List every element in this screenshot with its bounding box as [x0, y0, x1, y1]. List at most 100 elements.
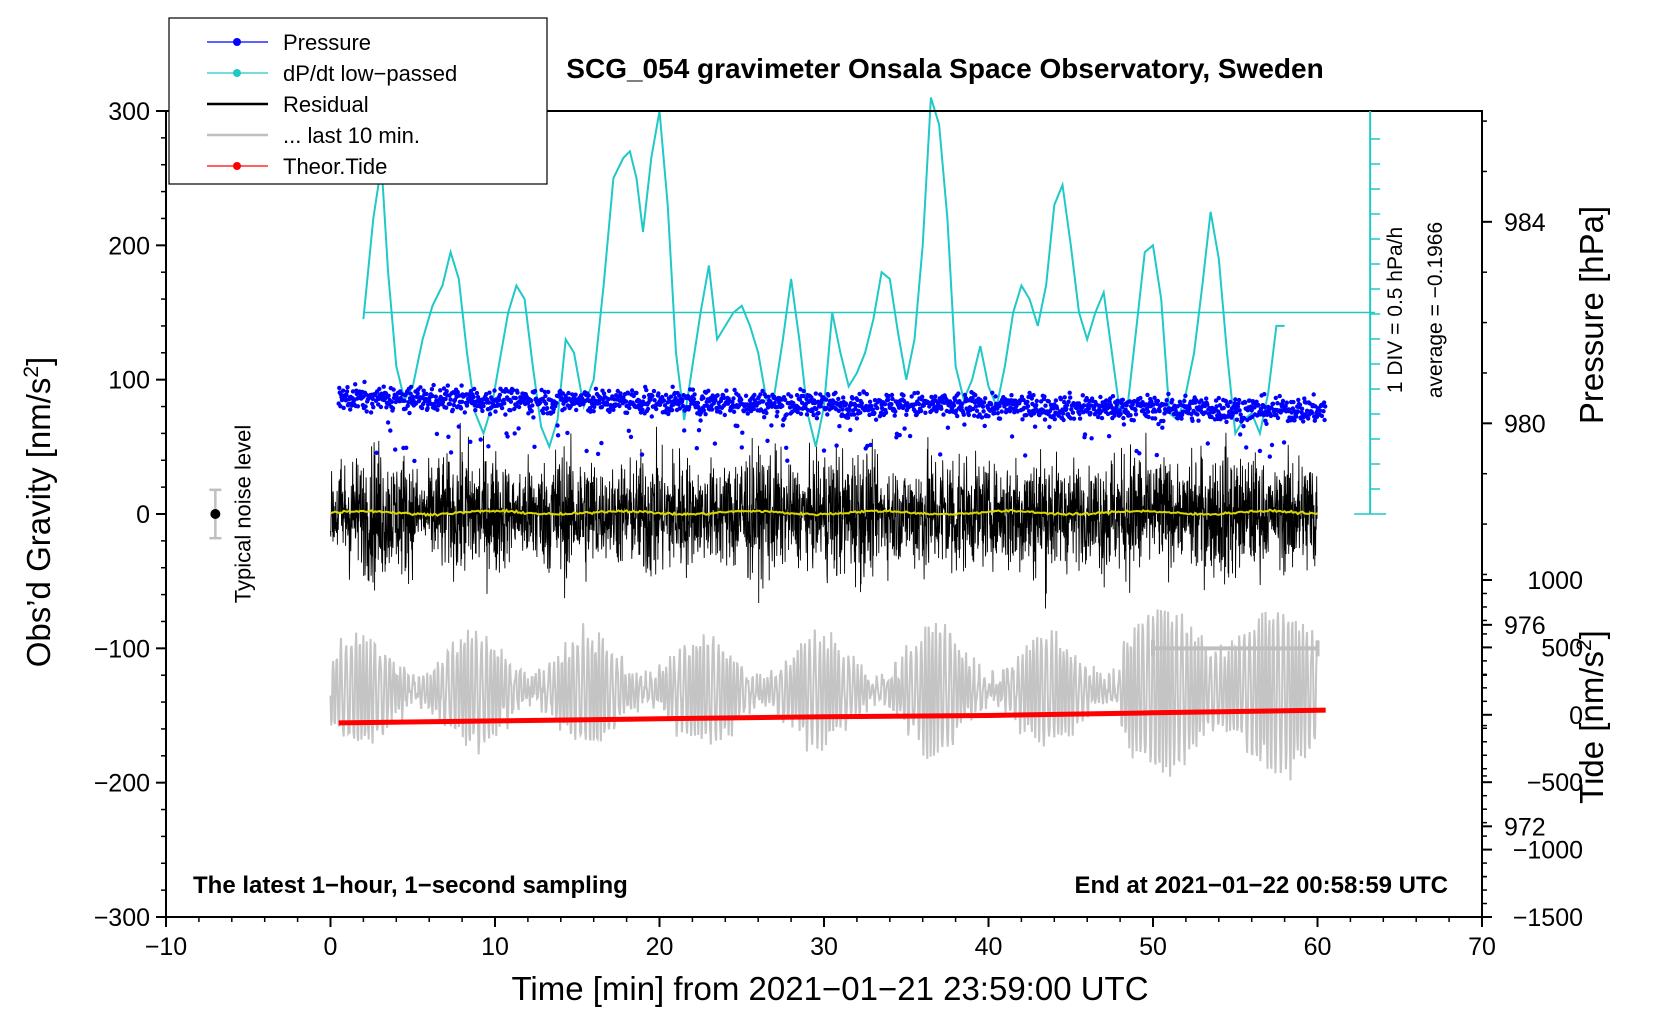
pressure-point — [864, 391, 869, 397]
pressure-point — [724, 388, 729, 393]
pressure-point — [510, 387, 516, 393]
pressure-point — [444, 389, 449, 394]
pressure-point — [1009, 434, 1015, 439]
pressure-point — [712, 441, 718, 446]
pressure-point — [543, 401, 549, 406]
pressure-point — [1216, 395, 1222, 401]
pressure-point — [542, 389, 548, 395]
pressure-point — [758, 392, 763, 397]
pressure-point — [1107, 399, 1112, 405]
pressure-point — [418, 385, 423, 390]
pressure-point — [868, 442, 873, 448]
pressure-point — [695, 400, 701, 406]
dpdt-series — [362, 97, 1285, 450]
pressure-point — [889, 402, 894, 407]
pressure-point — [897, 432, 902, 438]
pressure-point — [1304, 408, 1310, 413]
pressure-point — [433, 394, 438, 399]
pressure-point — [353, 382, 358, 387]
pressure-point — [1232, 401, 1237, 406]
pressure-point — [961, 412, 966, 417]
pressure-point — [855, 397, 860, 403]
pressure-point — [941, 412, 946, 417]
pressure-point — [645, 406, 651, 412]
pressure-point — [821, 448, 827, 453]
pressure-point — [605, 402, 610, 407]
pressure-point — [1008, 405, 1013, 410]
pressure-point — [471, 394, 476, 400]
pressure-point — [1031, 393, 1036, 398]
pressure-point — [1046, 399, 1052, 404]
pressure-point — [472, 386, 477, 392]
pressure-point — [1241, 415, 1247, 421]
x-axis: −10 0 10 20 30 40 50 60 70 — [145, 917, 1496, 961]
pressure-point — [447, 401, 453, 407]
pressure-point — [782, 397, 788, 402]
pressure-point — [1157, 408, 1162, 414]
pressure-point — [933, 394, 938, 399]
pressure-point — [731, 409, 737, 414]
pressure-point — [502, 401, 507, 406]
pressure-point — [869, 403, 874, 409]
pressure-point — [499, 405, 505, 411]
pressure-point — [892, 413, 897, 418]
pressure-point — [441, 386, 447, 391]
pressure-point — [634, 390, 639, 396]
pressure-point — [459, 399, 465, 404]
pressure-point — [959, 405, 964, 410]
pressure-point — [1089, 436, 1094, 441]
tide-line — [338, 707, 1326, 726]
pressure-point — [980, 404, 986, 409]
pressure-point — [481, 403, 486, 409]
end-time-note: End at 2021−01−22 00:58:59 UTC — [1074, 872, 1448, 899]
pressure-point — [626, 428, 631, 433]
pressure-point — [815, 399, 821, 404]
pressure-point — [626, 391, 631, 396]
pressure-point — [907, 433, 913, 439]
pressure-point — [784, 445, 789, 450]
legend-swatch-marker — [233, 38, 241, 46]
pressure-point — [1217, 403, 1223, 408]
pressure-tick-label: 976 — [1504, 612, 1546, 640]
pressure-point — [1062, 395, 1067, 400]
pressure-point — [1161, 418, 1166, 424]
pressure-point — [570, 392, 575, 397]
pressure-point — [487, 390, 492, 395]
pressure-point — [1034, 403, 1039, 408]
pressure-point — [837, 424, 842, 429]
pressure-point — [1286, 407, 1292, 412]
pressure-point — [1145, 392, 1150, 398]
pressure-point — [772, 401, 777, 406]
pressure-point — [1312, 418, 1318, 423]
pressure-point — [450, 407, 455, 412]
pressure-point — [615, 388, 620, 394]
pressure-point — [1187, 406, 1192, 411]
pressure-point — [473, 408, 478, 413]
pressure-point — [458, 406, 464, 411]
pressure-point — [909, 394, 914, 399]
pressure-point — [348, 407, 353, 412]
pressure-point — [1254, 399, 1259, 404]
pressure-point — [611, 407, 616, 412]
pressure-point — [1289, 410, 1294, 415]
pressure-point — [555, 423, 560, 428]
pressure-point — [882, 402, 888, 407]
sampling-note: The latest 1−hour, 1−second sampling — [193, 872, 628, 899]
pressure-point — [1242, 400, 1248, 405]
pressure-point — [374, 450, 379, 455]
pressure-point — [766, 394, 771, 399]
pressure-point — [1281, 440, 1287, 445]
pressure-point — [722, 412, 727, 418]
pressure-point — [840, 407, 845, 412]
pressure-point — [1295, 409, 1301, 414]
y-axis-left: −300 −200 −100 0 100 200 300 — [94, 98, 166, 932]
pressure-point — [628, 434, 634, 440]
pressure-point — [530, 403, 535, 408]
dpdt-div-note: 1 DIV = 0.5 hPa/h — [1384, 227, 1407, 393]
tide-tick-label: −1000 — [1513, 837, 1583, 865]
pressure-point — [850, 396, 855, 401]
pressure-point — [1138, 395, 1143, 401]
pressure-point — [337, 385, 342, 391]
pressure-point — [811, 412, 816, 418]
pressure-point — [445, 383, 450, 388]
